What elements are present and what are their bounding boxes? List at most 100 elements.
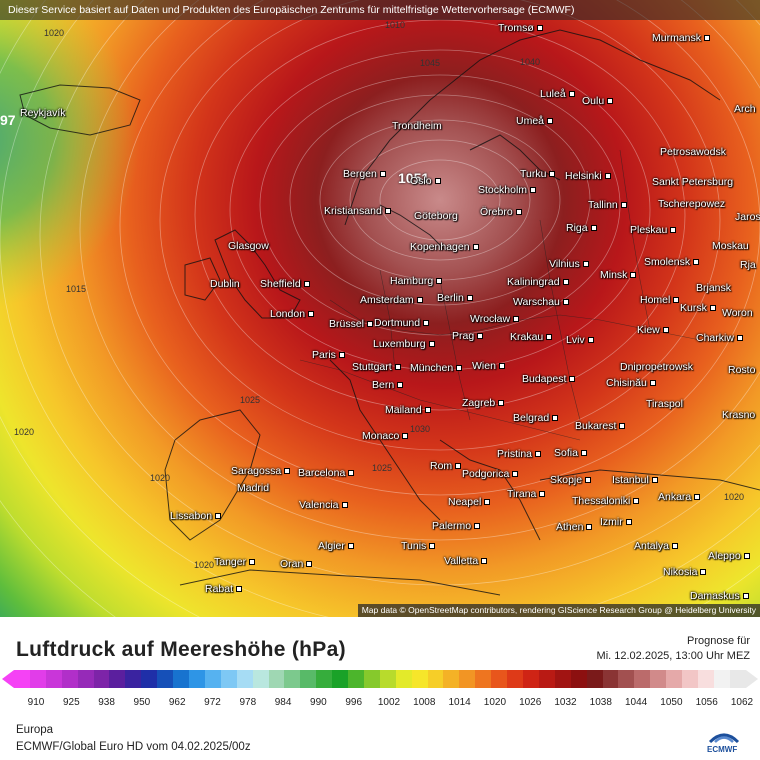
city-label[interactable]: Rabat (205, 583, 243, 595)
city-label[interactable]: Tscherepowez (658, 198, 726, 210)
city-label[interactable]: Brüssel (329, 318, 374, 330)
city-label[interactable]: Trondheim (392, 120, 442, 132)
city-label[interactable]: Ankara (658, 491, 701, 503)
city-label[interactable]: Riga (566, 222, 597, 234)
city-label[interactable]: Madrid (237, 482, 270, 494)
city-label[interactable]: Kopenhagen (410, 241, 479, 253)
city-label[interactable]: Lissabon (170, 510, 222, 522)
city-label[interactable]: Tirana (507, 488, 546, 500)
city-label[interactable]: Izmir (600, 516, 632, 528)
city-label[interactable]: Sankt Petersburg (652, 176, 734, 188)
city-label[interactable]: Murmansk (652, 32, 711, 44)
city-label[interactable]: München (410, 362, 463, 374)
city-label[interactable]: Berlin (437, 292, 473, 304)
map-attribution[interactable]: Map data © OpenStreetMap contributors, r… (357, 604, 760, 617)
city-label[interactable]: Turku (520, 168, 556, 180)
city-label[interactable]: Reykjavík (20, 107, 66, 119)
city-label[interactable]: Oran (280, 558, 313, 570)
city-label[interactable]: Kristiansand (324, 205, 391, 217)
city-label[interactable]: Paris (312, 349, 345, 361)
color-swatch (634, 670, 651, 688)
city-label[interactable]: Bergen (343, 168, 386, 180)
city-label[interactable]: Bern (372, 379, 404, 391)
city-label[interactable]: Rja (740, 259, 756, 271)
city-label[interactable]: Prag (452, 330, 484, 342)
city-label[interactable]: Warschau (513, 296, 569, 308)
pressure-map[interactable]: Dieser Service basiert auf Daten und Pro… (0, 0, 760, 617)
city-label[interactable]: Stockholm (478, 184, 537, 196)
city-label[interactable]: Neapel (448, 496, 491, 508)
city-label[interactable]: Bukarest (575, 420, 626, 432)
city-label[interactable]: Lviv (566, 334, 594, 346)
city-label[interactable]: Petrosawodsk (660, 146, 726, 158)
city-label[interactable]: Athen (556, 521, 593, 533)
city-label[interactable]: Dublin (210, 278, 240, 290)
city-label[interactable]: Antalya (634, 540, 679, 552)
city-label[interactable]: Thessaloniki (572, 495, 640, 507)
city-label[interactable]: Helsinki (565, 170, 611, 182)
city-label[interactable]: Moskau (712, 240, 749, 252)
city-label[interactable]: Rosto (728, 364, 756, 376)
city-label[interactable]: Krasno (722, 409, 756, 421)
city-label[interactable]: Brjansk (696, 282, 732, 294)
city-label[interactable]: Charkiw (696, 332, 743, 344)
city-label[interactable]: Umeå (516, 115, 554, 127)
city-label[interactable]: Tanger (214, 556, 256, 568)
city-label[interactable]: Oslo (410, 175, 441, 187)
city-label[interactable]: Mailand (385, 404, 431, 416)
city-label[interactable]: Tiraspol (646, 398, 683, 410)
city-label[interactable]: Kaliningrad (507, 276, 569, 288)
city-label[interactable]: Tallinn (588, 199, 627, 211)
city-label[interactable]: Pristina (497, 448, 542, 460)
city-label[interactable]: Podgorica (462, 468, 519, 480)
city-label[interactable]: London (270, 308, 315, 320)
city-label[interactable]: Wien (472, 360, 505, 372)
city-label[interactable]: Rom (430, 460, 462, 472)
city-label[interactable]: Zagreb (462, 397, 505, 409)
city-label[interactable]: Skopje (550, 474, 592, 486)
city-label[interactable]: Sheffield (260, 278, 310, 290)
city-label[interactable]: Kiew (637, 324, 669, 336)
city-label[interactable]: Göteborg (414, 210, 458, 222)
city-label[interactable]: Algier (318, 540, 354, 552)
city-label[interactable]: Valencia (299, 499, 348, 511)
city-label[interactable]: Valletta (444, 555, 488, 567)
city-label[interactable]: Istanbul (612, 474, 658, 486)
city-label[interactable]: Oulu (582, 95, 614, 107)
city-label[interactable]: Woron (722, 307, 753, 319)
city-label[interactable]: Arch (734, 103, 756, 115)
city-label[interactable]: Örebro (480, 206, 522, 218)
city-label[interactable]: Belgrad (513, 412, 559, 424)
city-label[interactable]: Glasgow (228, 240, 269, 252)
city-label[interactable]: Sofia (554, 447, 587, 459)
color-swatch (204, 670, 221, 688)
city-label[interactable]: Aleppo (708, 550, 750, 562)
city-label[interactable]: Palermo (432, 520, 481, 532)
city-label[interactable]: Stuttgart (352, 361, 401, 373)
city-label[interactable]: Kursk (680, 302, 716, 314)
city-label[interactable]: Vilnius (549, 258, 589, 270)
city-label[interactable]: Luleå (540, 88, 575, 100)
city-label[interactable]: Luxemburg (373, 338, 435, 350)
city-label[interactable]: Smolensk (644, 256, 700, 268)
city-label[interactable]: Krakau (510, 331, 553, 343)
city-label[interactable]: Nikosia (663, 566, 707, 578)
color-swatch (284, 670, 301, 688)
city-label[interactable]: Pleskau (630, 224, 677, 236)
city-label[interactable]: Tromsø (498, 22, 543, 34)
city-label[interactable]: Barcelona (298, 467, 355, 479)
city-label[interactable]: Budapest (522, 373, 576, 385)
city-label[interactable]: Homel (640, 294, 680, 306)
city-label[interactable]: Minsk (600, 269, 637, 281)
city-label[interactable]: Saragossa (231, 465, 291, 477)
city-label[interactable]: Tunis (401, 540, 436, 552)
city-label[interactable]: Dnipropetrowsk (620, 361, 693, 373)
city-label[interactable]: Wrocław (470, 313, 520, 325)
city-label[interactable]: Jaros (735, 211, 760, 223)
city-label[interactable]: Amsterdam (360, 294, 423, 306)
city-label[interactable]: Hamburg (390, 275, 443, 287)
city-label[interactable]: Dortmund (374, 317, 430, 329)
city-label[interactable]: Monaco (362, 430, 409, 442)
city-label[interactable]: Chisinău (606, 377, 656, 389)
city-label[interactable]: Damaskus (690, 590, 749, 602)
